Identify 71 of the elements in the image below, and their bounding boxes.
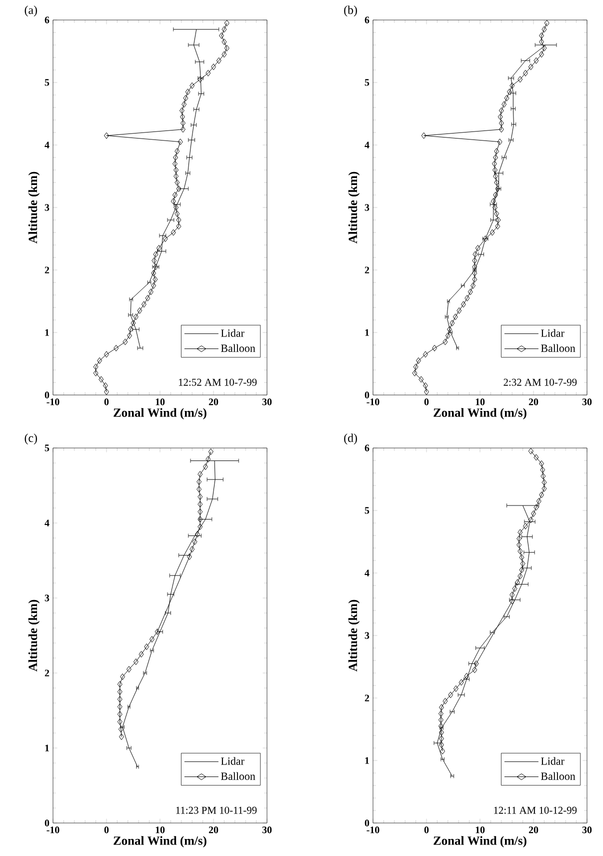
y-tick-label: 4	[44, 520, 50, 526]
chart-title: (d)	[344, 434, 357, 444]
x-tick-label: 10	[156, 398, 165, 406]
x-tick-label: -10	[46, 398, 60, 406]
y-tick-label: 2	[364, 694, 370, 702]
x-tick-label: 10	[476, 398, 485, 406]
chart-title: (a)	[24, 6, 37, 16]
legend-label: Balloon	[541, 772, 576, 780]
y-axis-title: Altitude (km)	[28, 600, 40, 672]
y-axis-title: Altitude (km)	[348, 172, 360, 244]
y-tick-label: 2	[44, 266, 50, 274]
y-tick-label: 3	[364, 204, 370, 211]
legend-label: Lidar	[541, 757, 564, 765]
y-tick-label: 4	[364, 142, 370, 148]
y-tick-label: 0	[44, 392, 50, 398]
legend-label: Balloon	[221, 344, 256, 352]
x-tick-label: 10	[156, 826, 165, 834]
x-tick-label: 20	[208, 826, 218, 834]
y-tick-label: 1	[365, 329, 369, 336]
y-tick-label: 0	[44, 820, 50, 826]
x-axis-title: Zonal Wind (m/s)	[434, 836, 526, 848]
y-tick-label: 6	[364, 16, 370, 24]
y-tick-label: 5	[44, 79, 50, 86]
y-tick-label: 2	[44, 670, 50, 676]
x-axis-title: Zonal Wind (m/s)	[114, 408, 206, 420]
y-tick-label: 1	[365, 757, 369, 764]
annotation: 12:52 AM 10-7-99	[178, 378, 257, 386]
annotation: 12:11 AM 10-12-99	[494, 806, 577, 814]
x-tick-label: 30	[262, 826, 272, 834]
x-tick-label: 20	[528, 398, 538, 406]
y-tick-label: 5	[364, 507, 370, 514]
x-tick-label: 20	[528, 826, 538, 834]
y-axis-title: Altitude (km)	[28, 172, 40, 244]
x-tick-label: 0	[424, 398, 429, 406]
y-tick-label: 5	[364, 79, 370, 86]
y-axis-title: Altitude (km)	[348, 600, 360, 672]
x-axis-title: Zonal Wind (m/s)	[434, 408, 526, 420]
x-tick-label: 0	[424, 826, 429, 834]
y-tick-label: 0	[364, 820, 370, 826]
annotation: 11:23 PM 10-11-99	[176, 806, 257, 814]
x-axis-title: Zonal Wind (m/s)	[114, 836, 206, 848]
x-tick-label: 30	[582, 826, 592, 834]
x-tick-label: 30	[262, 398, 272, 406]
y-tick-label: 3	[364, 632, 370, 639]
y-tick-label: 3	[44, 594, 50, 602]
x-tick-label: 30	[582, 398, 592, 406]
y-tick-label: 2	[364, 266, 370, 274]
legend-label: Lidar	[221, 757, 244, 765]
y-tick-label: 3	[44, 204, 50, 211]
y-tick-label: 1	[45, 329, 49, 336]
y-tick-label: 4	[44, 142, 50, 148]
y-tick-label: 1	[45, 744, 49, 752]
annotation: 2:32 AM 10-7-99	[504, 378, 577, 386]
x-tick-label: 0	[104, 826, 109, 834]
legend-label: Lidar	[541, 329, 564, 337]
x-tick-label: 20	[208, 398, 218, 406]
legend-label: Lidar	[221, 329, 244, 337]
y-tick-label: 4	[364, 570, 370, 576]
x-tick-label: -10	[366, 826, 380, 834]
y-tick-label: 0	[364, 392, 370, 398]
y-tick-label: 6	[44, 16, 50, 24]
chart-title: (b)	[344, 6, 357, 16]
x-tick-label: 10	[476, 826, 485, 834]
x-tick-label: 0	[104, 398, 109, 406]
x-tick-label: -10	[46, 826, 60, 834]
y-tick-label: 6	[364, 444, 370, 452]
x-tick-label: -10	[366, 398, 380, 406]
y-tick-label: 5	[44, 444, 50, 452]
chart-title: (c)	[24, 434, 37, 444]
legend-label: Balloon	[541, 344, 576, 352]
legend-label: Balloon	[221, 772, 256, 780]
